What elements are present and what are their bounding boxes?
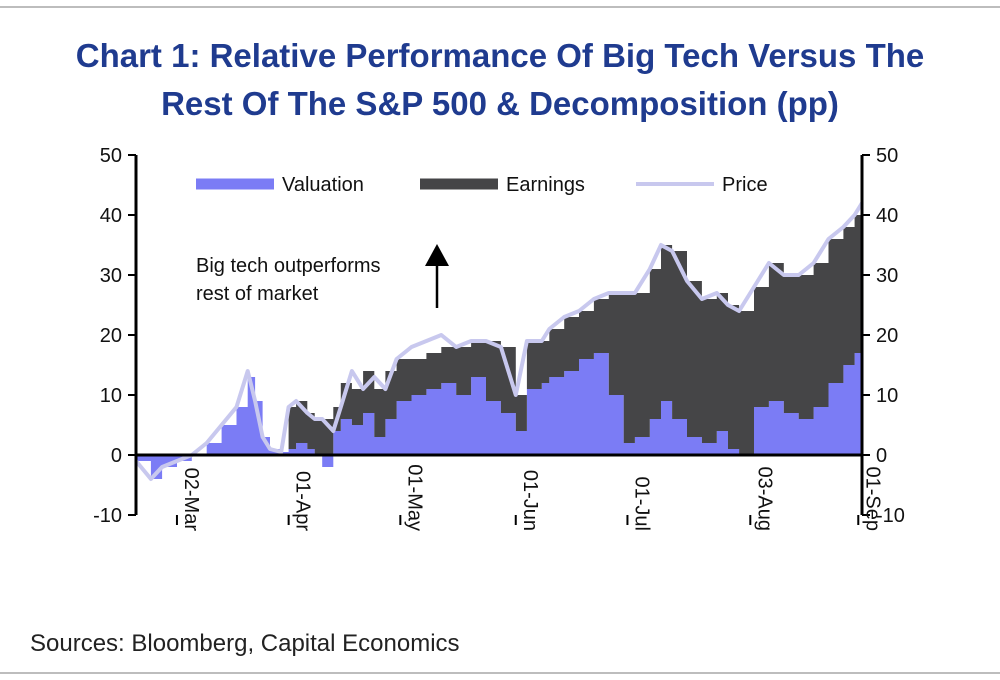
price-point [633,291,637,295]
valuation-area [136,347,862,479]
price-point [607,291,611,295]
price-point [395,357,399,361]
price-point [685,279,689,283]
legend-label-price: Price [722,174,768,196]
price-point [715,291,719,295]
price-point [752,285,756,289]
legend-swatch-earnings [420,178,498,190]
y-tick-label-left: 0 [111,445,122,467]
x-tick-label: 01-May [403,464,425,531]
price-point [622,291,626,295]
price-point [160,465,164,469]
price-point [797,273,801,277]
price-point [700,297,704,301]
bottom-rule [0,672,1000,674]
price-point [287,405,291,409]
y-tick-label-right: -10 [876,505,905,527]
x-tick-label: 02-Mar [180,468,202,532]
price-point [454,345,458,349]
price-point [670,249,674,253]
chart-title-line1: Chart 1: Relative Performance Of Big Tec… [75,37,925,74]
y-tick-label-right: 20 [876,325,898,347]
price-point [305,411,309,415]
price-point [361,387,365,391]
price-point [313,417,317,421]
y-tick-label-right: 40 [876,205,898,227]
x-tick-label: 01-Jul [630,477,652,531]
x-tick-label: 03-Aug [753,467,775,532]
source-note: Sources: Bloomberg, Capital Economics [30,630,460,657]
price-point [149,477,153,481]
price-point [812,261,816,265]
price-point [525,339,529,343]
price-point [577,309,581,313]
price-point [383,387,387,391]
y-tick-label-left: 20 [100,325,122,347]
price-point [246,369,250,373]
price-point [767,261,771,265]
price-point [424,339,428,343]
x-tick-label: 01-Jun [519,470,541,531]
y-tick-label-right: 10 [876,385,898,407]
x-tick-label: 01-Apr [292,471,314,531]
price-point [234,405,239,409]
price-point [372,375,376,379]
price-point [409,345,414,349]
price-point [253,399,257,403]
price-point [469,339,473,343]
annotation-text: Big tech outperforms [196,255,381,277]
y-tick-label-left: 30 [100,265,122,287]
price-point [339,405,343,409]
annotation-arrow-head [425,244,449,266]
price-point [331,429,335,433]
legend-label-valuation: Valuation [282,174,364,196]
price-point [562,315,566,319]
price-point [439,333,443,337]
price-point [547,327,551,331]
price-point [484,339,488,343]
price-point [726,303,730,307]
price-point [294,399,298,403]
price-point [737,309,741,313]
price-point [205,441,209,445]
price-point [320,417,324,421]
top-rule [0,6,1000,8]
legend-label-earnings: Earnings [506,174,585,196]
legend-swatch-price [636,182,714,186]
y-tick-label-left: -10 [93,505,122,527]
x-tick-label: 01-Sep [861,467,883,532]
chart-title: Chart 1: Relative Performance Of Big Tec… [0,32,1000,128]
y-tick-label-right: 50 [876,145,898,167]
price-point [853,213,857,217]
price-point [175,459,179,463]
chart-title-line2: Rest Of The S&P 500 & Decomposition (pp) [161,85,839,122]
price-point [268,447,272,451]
price-point [261,435,265,439]
price-point [279,450,283,454]
chart-svg: -10 -10 0 0 10 10 20 20 30 30 40 40 50 50 02-Mar 01-Apr… [93,145,905,532]
y-tick-label-left: 10 [100,385,122,407]
y-tick-label-right: 30 [876,265,898,287]
y-tick-label-right: 0 [876,445,887,467]
price-point [648,267,652,271]
price-point [782,273,786,277]
y-tick-label-left: 40 [100,205,122,227]
price-point [220,423,224,427]
price-point [514,393,518,397]
price-point [592,297,596,301]
price-point [540,339,544,343]
price-point [826,237,831,241]
annotation-text: rest of market [196,283,319,305]
legend-swatch-valuation [196,178,274,190]
y-tick-label-left: 50 [100,145,122,167]
price-point [499,345,503,349]
price-point [841,225,846,229]
price-point [659,243,663,247]
price-point [350,369,354,373]
